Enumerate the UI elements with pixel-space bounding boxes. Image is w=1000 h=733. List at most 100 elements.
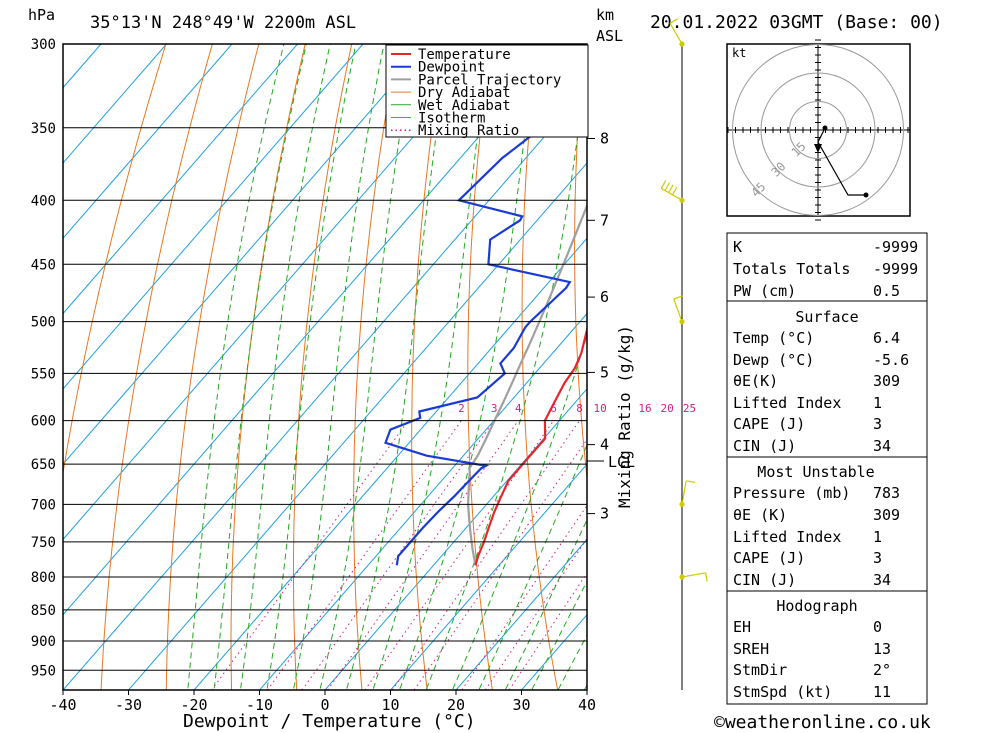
pressure-tick-label: 800 [31,570,56,586]
hodograph-unit: kt [732,46,746,60]
isotherm-line [63,44,364,390]
hodograph-trace [817,127,866,196]
height-unit-asl: ASL [596,27,623,45]
location-title: 35°13'N 248°49'W 2200m ASL [90,13,356,33]
isotherm-line [63,44,298,315]
mixing-ratio-label: 3 [491,402,498,415]
surface-theta-value: 309 [873,372,900,390]
sreh-value: 13 [873,640,891,658]
hodograph-start-dot [822,125,828,131]
hodograph-title: Hodograph [776,597,857,615]
mixing-ratio-label: 16 [638,402,651,415]
most-unstable-table: Most Unstable Pressure (mb) 783 θE (K) 3… [726,456,928,592]
isotherm-line [63,44,167,164]
stmspd-value: 11 [873,683,891,701]
mixing-ratio-axis-label: Mixing Ratio (g/kg) [615,325,634,508]
isotherm-line [389,463,587,690]
legend-entry: Mixing Ratio [418,123,519,139]
wind-level-dot [679,41,685,47]
x-tick-label: 30 [512,696,530,714]
pressure-tick-label: 900 [31,634,56,650]
wet-adiabat-line [504,518,587,690]
pressure-unit-label: hPa [28,6,55,24]
wind-barb-staff [669,22,683,45]
pressure-tick-label: 850 [31,603,56,619]
mixing-ratio-label: 25 [683,402,696,415]
mu-li-label: Lifted Index [733,528,841,546]
stmdir-label: StmDir [733,661,787,679]
wind-barb-feather [673,295,683,300]
hodograph-ring [789,101,847,159]
pressure-tick-label: 950 [31,663,56,679]
surface-li-value: 1 [873,394,882,412]
wind-barb-staff [681,572,706,578]
surface-temp-value: 6.4 [873,329,900,347]
temperature-series-line [474,325,587,566]
height-tick-label: 4 [600,436,609,454]
mixing-ratio-label: 10 [593,402,606,415]
pressure-tick-label: 700 [31,497,56,513]
copyright-link[interactable]: ©weatheronline.co.uk [714,712,931,733]
mu-theta-value: 309 [873,506,900,524]
legend-entry: Isotherm [418,111,485,127]
hodograph-table: Hodograph EH 0 SREH 13 StmDir 2° StmSpd … [726,590,928,705]
eh-value: 0 [873,618,882,636]
x-tick-label: 20 [447,696,465,714]
isotherm-line [127,162,587,690]
stmdir-value: 2° [873,661,891,679]
wind-level-dot [679,574,685,580]
surface-li-label: Lifted Index [733,394,841,412]
pw-value: 0.5 [873,282,900,300]
dry-adiabat-line [626,44,691,698]
x-tick-label: 0 [320,696,329,714]
mu-cape-label: CAPE (J) [733,549,805,567]
wind-barb-staff [660,187,683,201]
wind-level-dot [679,319,685,325]
height-tick-label: 3 [600,505,609,523]
wet-adiabat-line [345,44,451,690]
mixing-ratio-line [364,420,555,690]
mu-cape-value: 3 [873,549,882,567]
surface-dewp-value: -5.6 [873,351,909,369]
wind-barb-staff [673,298,683,322]
legend-entry: Wet Adiabat [418,98,511,114]
datetime-title: 20.01.2022 03GMT (Base: 00) [650,12,943,33]
mixing-ratio-line [327,420,519,690]
surface-cape-value: 3 [873,415,882,433]
sreh-label: SREH [733,640,769,658]
isotherm-line [324,388,587,690]
x-tick-label: -30 [115,696,142,714]
storm-motion-arrow [814,144,822,153]
height-tick-label: 6 [600,288,609,306]
pressure-tick-label: 350 [31,121,56,137]
wet-adiabat-line [292,44,385,690]
pressure-tick-label: 650 [31,457,56,473]
pressure-tick-label: 300 [31,37,56,53]
mu-pressure-label: Pressure (mb) [733,484,850,502]
surface-table: Surface Temp (°C) 6.4 Dewp (°C) -5.6 θE(… [726,300,928,458]
k-index-label: K [733,238,742,256]
mixing-ratio-label: 2 [458,402,465,415]
pressure-tick-label: 400 [31,193,56,209]
pressure-tick-label: 600 [31,414,56,430]
dewpoint-series-line [384,95,587,566]
most-unstable-title: Most Unstable [757,463,874,481]
wet-adiabat-line [478,443,587,690]
mixing-ratio-line [301,420,495,690]
pressure-tick-label: 550 [31,366,56,382]
indices-table: K -9999 Totals Totals -9999 PW (cm) 0.5 [726,232,928,302]
height-tick-label: 7 [600,211,609,229]
x-axis-label: Dewpoint / Temperature (°C) [183,711,476,732]
k-index-value: -9999 [873,238,918,256]
mixing-ratio-line [210,420,409,690]
x-tick-label: 10 [381,696,399,714]
wind-barb-feather [671,186,678,196]
height-tick-label: 8 [600,130,609,148]
legend-entry: Temperature [418,47,511,63]
totals-totals-value: -9999 [873,260,918,278]
wind-barb-feather [669,18,679,24]
mixing-ratio-label: 6 [550,402,557,415]
surface-title: Surface [795,308,858,326]
